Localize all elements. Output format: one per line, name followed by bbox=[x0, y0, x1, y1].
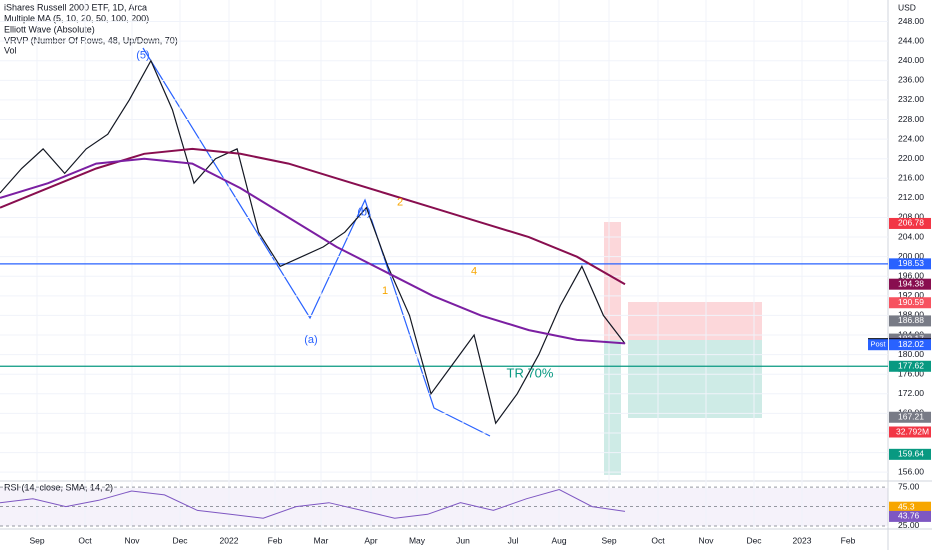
price-tag bbox=[889, 360, 931, 372]
x-tick-label: Feb bbox=[841, 535, 856, 545]
rsi-title: RSI (14, close, SMA, 14, 2) bbox=[4, 482, 113, 492]
x-tick-label: May bbox=[409, 535, 426, 545]
y-tick-label: 228.00 bbox=[898, 114, 924, 124]
volume-tag-label: 32.792M bbox=[896, 426, 929, 436]
indicator-label: Multiple MA (5, 10, 20, 50, 100, 200) bbox=[4, 13, 149, 23]
price-tag bbox=[889, 297, 931, 309]
y-tick-label: 192.00 bbox=[898, 290, 924, 300]
wave-label: (b) bbox=[357, 206, 370, 218]
x-tick-label: Feb bbox=[268, 535, 283, 545]
y-tick-label: 188.00 bbox=[898, 310, 924, 320]
price-tag-label: 206.78 bbox=[898, 218, 924, 228]
x-tick-label: Jun bbox=[456, 535, 470, 545]
rsi-tag-label: 45.3 bbox=[898, 501, 915, 511]
x-tick-label: 2022 bbox=[220, 535, 239, 545]
x-tick-label: Apr bbox=[364, 535, 377, 545]
x-tick-label: Jul bbox=[508, 535, 519, 545]
y-tick-label: 232.00 bbox=[898, 94, 924, 104]
price-tag bbox=[889, 448, 931, 460]
x-tick-label: Dec bbox=[746, 535, 762, 545]
y-tick-label: 212.00 bbox=[898, 192, 924, 202]
range-down bbox=[604, 340, 621, 475]
price-line bbox=[0, 157, 626, 345]
elliott-wave bbox=[142, 47, 491, 437]
wave-label: 1 bbox=[382, 285, 388, 297]
y-tick-label: 204.00 bbox=[898, 231, 924, 241]
x-tick-label: Dec bbox=[172, 535, 188, 545]
y-tick-label: 248.00 bbox=[898, 16, 924, 26]
x-tick-label: Oct bbox=[78, 535, 92, 545]
y-tick-label: 208.00 bbox=[898, 212, 924, 222]
y-tick-label: 244.00 bbox=[898, 35, 924, 45]
wave-label: TR 70% bbox=[507, 366, 554, 381]
x-tick-label: Sep bbox=[29, 535, 44, 545]
y-tick-label: 196.00 bbox=[898, 270, 924, 280]
rsi-tick-label: 25.00 bbox=[898, 520, 920, 530]
rsi-pane bbox=[0, 482, 888, 528]
price-tag-label: 186.88 bbox=[898, 315, 924, 325]
price-tag-label: 159.64 bbox=[898, 449, 924, 459]
x-tick-label: 2023 bbox=[793, 535, 812, 545]
wave-label: (a) bbox=[304, 334, 317, 346]
indicator-label: Vol bbox=[4, 45, 17, 55]
price-tag-label: 177.62 bbox=[898, 361, 924, 371]
x-tick-label: Aug bbox=[551, 535, 566, 545]
x-tick-label: Mar bbox=[314, 535, 329, 545]
y-tick-label: 236.00 bbox=[898, 75, 924, 85]
y-tick-label: 220.00 bbox=[898, 153, 924, 163]
price-tag bbox=[889, 258, 931, 270]
price-line bbox=[0, 147, 626, 286]
volume-tag bbox=[889, 426, 931, 438]
indicator-label: Elliott Wave (Absolute) bbox=[4, 24, 95, 34]
y-tick-label: 156.00 bbox=[898, 466, 924, 476]
price-tag bbox=[889, 278, 931, 290]
y-tick-label: 172.00 bbox=[898, 388, 924, 398]
price-tag-label: 182.02 bbox=[898, 339, 924, 349]
y-tick-label: 240.00 bbox=[898, 55, 924, 65]
y-tick-label: 180.00 bbox=[898, 349, 924, 359]
x-tick-label: Nov bbox=[124, 535, 140, 545]
price-tag bbox=[889, 411, 931, 423]
price-tag bbox=[889, 339, 931, 351]
y-tick-label: 224.00 bbox=[898, 133, 924, 143]
currency: USD bbox=[898, 2, 916, 12]
ticker-label: Post bbox=[870, 340, 886, 349]
wave-label: 2 bbox=[397, 197, 403, 209]
x-tick-label: Oct bbox=[651, 535, 665, 545]
range-up bbox=[604, 222, 621, 340]
y-tick-label: 216.00 bbox=[898, 173, 924, 183]
rsi-line bbox=[0, 488, 626, 519]
stop-zone bbox=[628, 302, 762, 340]
price-tag-label: 194.38 bbox=[898, 278, 924, 288]
target-zone bbox=[628, 340, 762, 418]
chart-title: iShares Russell 2000 ETF, 1D, Arca bbox=[4, 2, 147, 12]
price-tag-label: 167.21 bbox=[898, 412, 924, 422]
price-line bbox=[0, 59, 626, 425]
rsi-tag bbox=[889, 501, 931, 513]
price-tag-label: 198.53 bbox=[898, 258, 924, 268]
price-tag bbox=[889, 217, 931, 229]
ticker-tag bbox=[868, 339, 888, 351]
y-tick-label: 176.00 bbox=[898, 368, 924, 378]
price-tag-label: 190.59 bbox=[898, 297, 924, 307]
rsi-tick-label: 75.00 bbox=[898, 481, 920, 491]
wave-label: 4 bbox=[471, 265, 477, 277]
price-tag bbox=[889, 315, 931, 327]
x-tick-label: Sep bbox=[601, 535, 616, 545]
indicator-label: VRVP (Number Of Rows, 48, Up/Down, 70) bbox=[4, 35, 178, 45]
rsi-tag bbox=[889, 510, 931, 522]
rsi-tag-label: 43.76 bbox=[898, 511, 920, 521]
x-tick-label: Nov bbox=[698, 535, 714, 545]
wave-label: (5) bbox=[136, 50, 149, 62]
y-tick-label: 200.00 bbox=[898, 251, 924, 261]
